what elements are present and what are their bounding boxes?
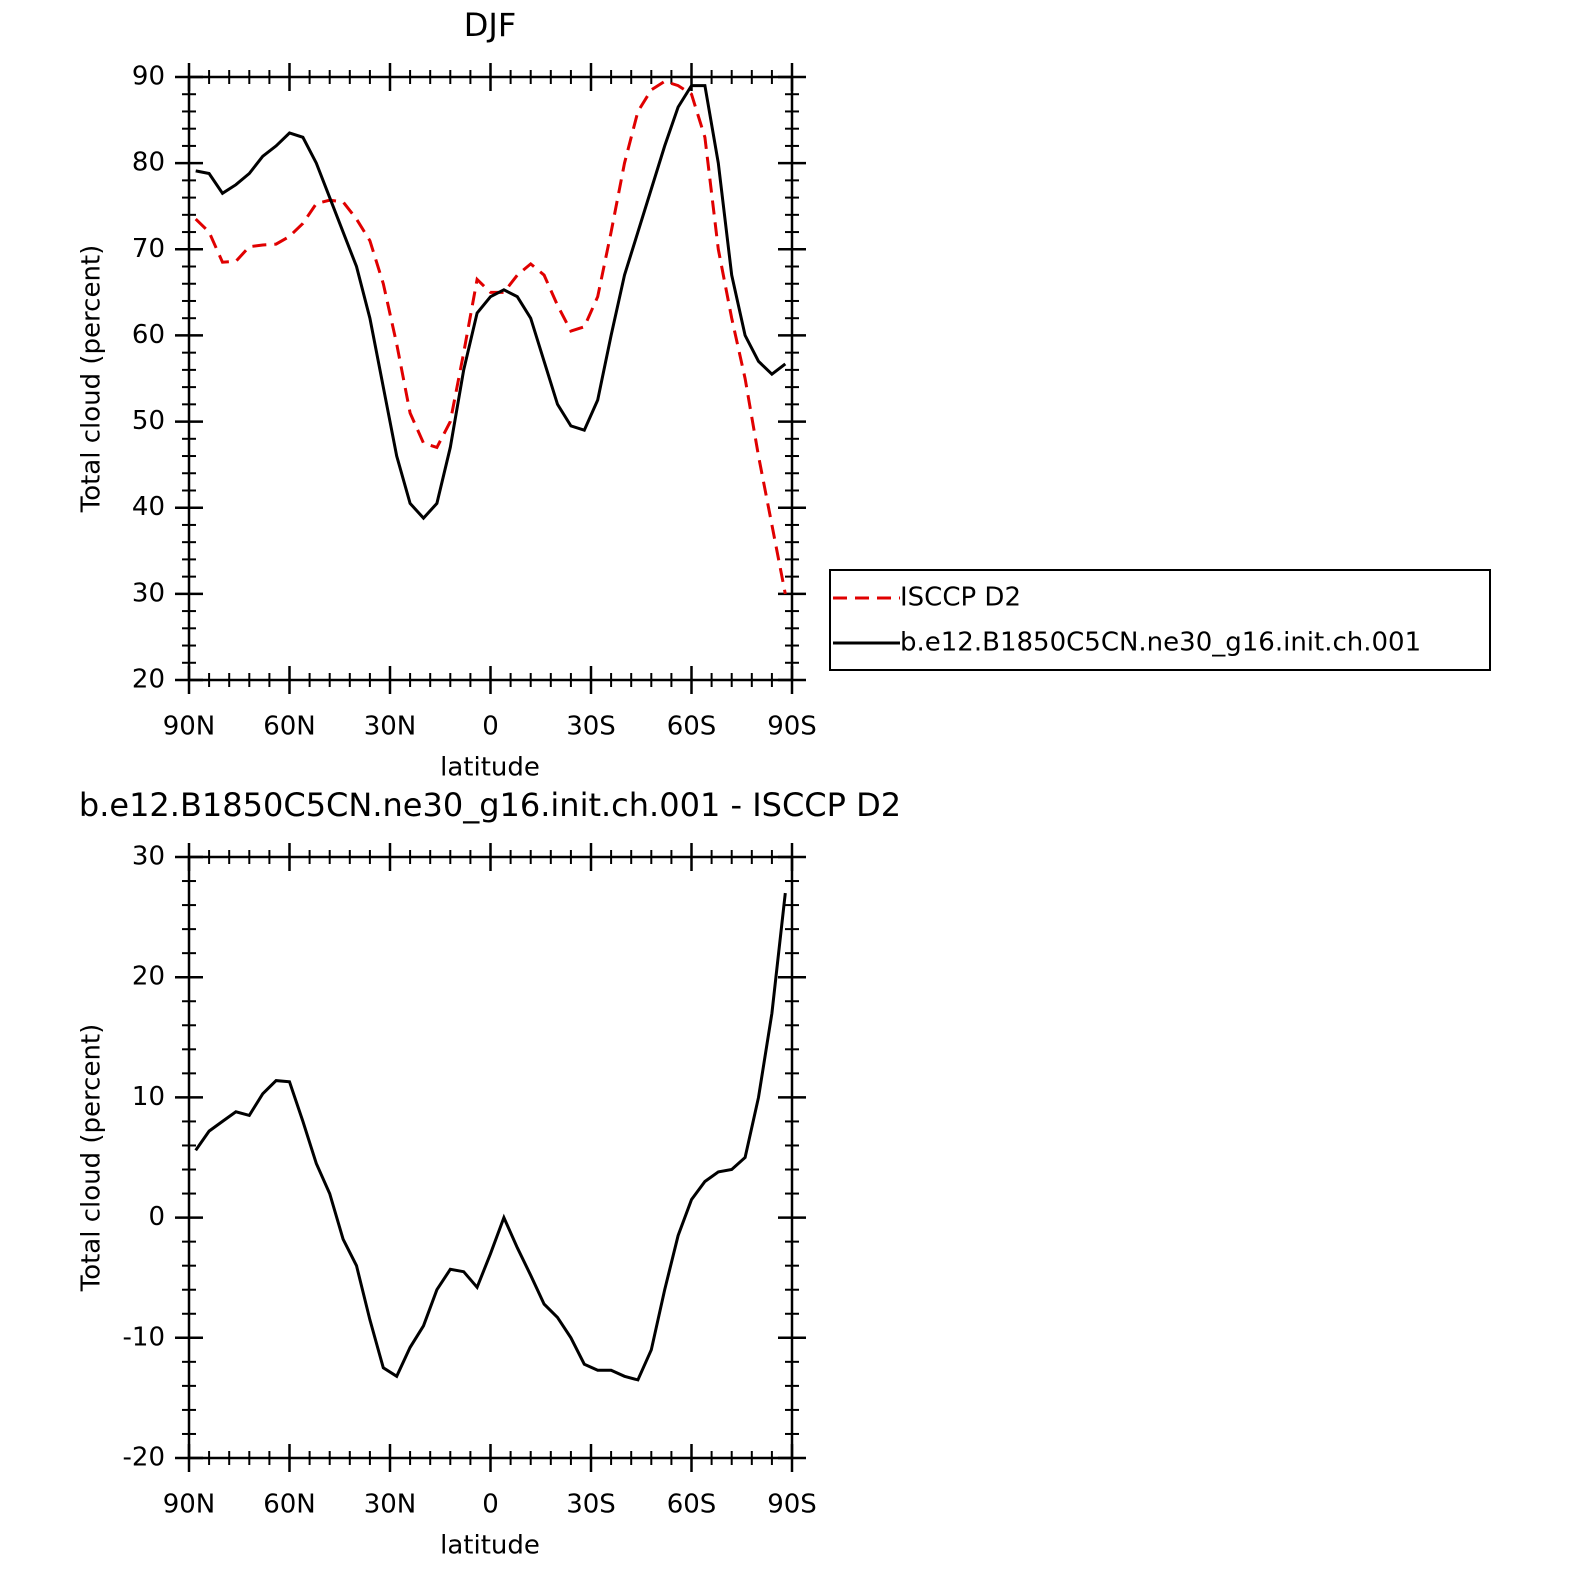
x-tick-label: 90S <box>767 1490 817 1520</box>
x-axis-label: latitude <box>440 753 540 783</box>
chart-title: DJF <box>464 6 516 44</box>
legend-label: b.e12.B1850C5CN.ne30_g16.init.ch.001 <box>900 628 1421 658</box>
y-tick-label: 50 <box>132 406 165 436</box>
data-line <box>194 892 787 1382</box>
x-tick-label: 60S <box>667 712 717 742</box>
y-tick-label: 30 <box>132 842 165 872</box>
chart-title: b.e12.B1850C5CN.ne30_g16.init.ch.001 - I… <box>79 786 901 824</box>
y-tick-label: 70 <box>132 234 165 264</box>
y-tick-label: 30 <box>132 578 165 608</box>
y-tick-label: 20 <box>132 665 165 695</box>
data-line <box>194 79 787 595</box>
plot-frame <box>187 855 794 1460</box>
x-tick-label: 90N <box>163 1490 216 1520</box>
legend-box <box>829 569 1491 671</box>
x-tick-label: 0 <box>482 712 499 742</box>
plot-frame <box>187 75 794 682</box>
y-tick-label: 40 <box>132 492 165 522</box>
y-axis-label: Total cloud (percent) <box>77 1024 107 1293</box>
y-tick-label: -20 <box>123 1443 165 1473</box>
x-axis-label: latitude <box>440 1531 540 1561</box>
y-axis-label: Total cloud (percent) <box>77 245 107 514</box>
x-tick-label: 60N <box>263 1490 316 1520</box>
legend-label: ISCCP D2 <box>900 583 1021 613</box>
y-tick-label: 60 <box>132 320 165 350</box>
x-tick-label: 30S <box>566 712 616 742</box>
y-tick-label: 0 <box>148 1202 165 1232</box>
y-tick-label: 90 <box>132 62 165 92</box>
x-tick-label: 90S <box>767 712 817 742</box>
y-tick-label: 10 <box>132 1082 165 1112</box>
x-tick-label: 60N <box>263 712 316 742</box>
x-tick-label: 30N <box>364 1490 417 1520</box>
x-tick-label: 30S <box>566 1490 616 1520</box>
x-tick-label: 30N <box>364 712 417 742</box>
x-tick-label: 0 <box>482 1490 499 1520</box>
y-tick-label: 80 <box>132 148 165 178</box>
x-tick-label: 90N <box>163 712 216 742</box>
data-line <box>195 84 787 521</box>
x-tick-label: 60S <box>667 1490 717 1520</box>
y-tick-label: -10 <box>123 1322 165 1352</box>
y-tick-label: 20 <box>132 962 165 992</box>
